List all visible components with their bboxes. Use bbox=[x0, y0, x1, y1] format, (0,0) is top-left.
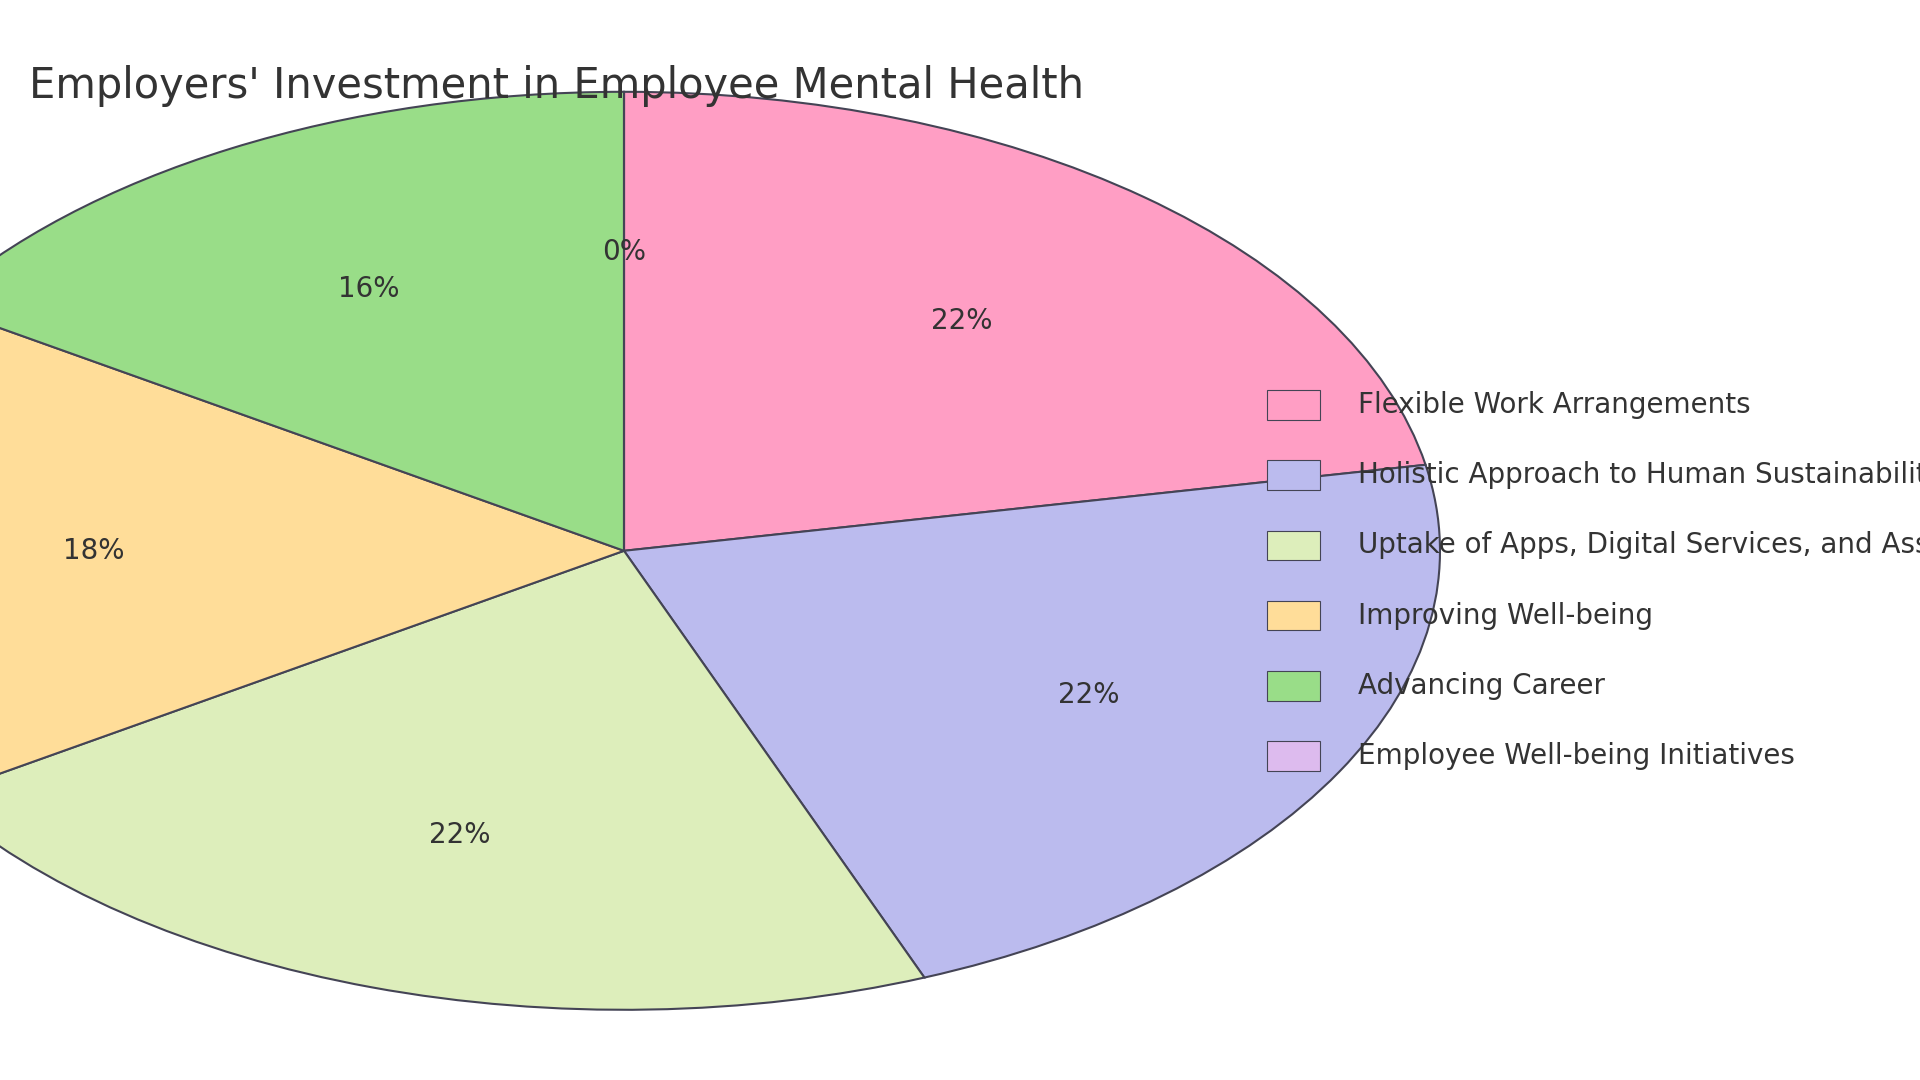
Text: 22%: 22% bbox=[1058, 680, 1119, 708]
FancyBboxPatch shape bbox=[1267, 460, 1321, 490]
FancyBboxPatch shape bbox=[1267, 671, 1321, 701]
Wedge shape bbox=[624, 464, 1440, 977]
FancyBboxPatch shape bbox=[1267, 390, 1321, 420]
Text: 22%: 22% bbox=[430, 821, 492, 849]
FancyBboxPatch shape bbox=[1267, 600, 1321, 631]
Text: 18%: 18% bbox=[63, 537, 125, 565]
Wedge shape bbox=[0, 92, 624, 551]
Wedge shape bbox=[624, 92, 1425, 551]
Wedge shape bbox=[0, 551, 924, 1010]
Text: Employee Well-being Initiatives: Employee Well-being Initiatives bbox=[1359, 742, 1795, 770]
Text: 0%: 0% bbox=[603, 239, 645, 267]
Text: Advancing Career: Advancing Career bbox=[1359, 672, 1605, 700]
Text: 22%: 22% bbox=[931, 307, 993, 335]
Wedge shape bbox=[0, 305, 624, 797]
Text: Uptake of Apps, Digital Services, and Assistance Programmes: Uptake of Apps, Digital Services, and As… bbox=[1359, 531, 1920, 559]
Text: Improving Well-being: Improving Well-being bbox=[1359, 602, 1653, 630]
Text: 16%: 16% bbox=[338, 275, 399, 303]
FancyBboxPatch shape bbox=[1267, 741, 1321, 771]
Text: Employers' Investment in Employee Mental Health: Employers' Investment in Employee Mental… bbox=[29, 65, 1083, 107]
FancyBboxPatch shape bbox=[1267, 530, 1321, 561]
Text: Flexible Work Arrangements: Flexible Work Arrangements bbox=[1359, 391, 1751, 419]
Text: Holistic Approach to Human Sustainability: Holistic Approach to Human Sustainabilit… bbox=[1359, 461, 1920, 489]
